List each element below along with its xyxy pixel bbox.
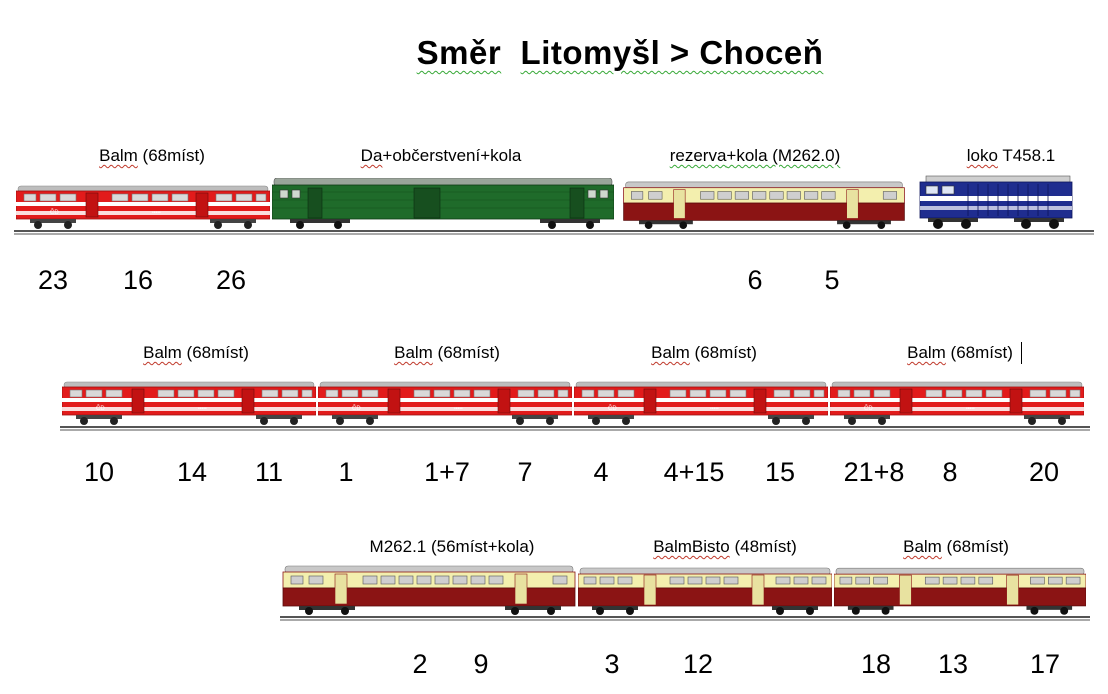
balm-car [830,376,1084,426]
seat-number: 4+15 [663,457,725,487]
seat-number: 13 [937,649,969,679]
car-label-rezerva: rezerva+kola (M262.0) [669,146,841,165]
text-cursor [1021,342,1022,364]
car-label-balm: Balm (68míst) [394,343,500,362]
seat-number: 14 [176,457,208,487]
balm-car [62,376,316,426]
seat-number: 12 [682,649,714,679]
da-car [272,178,614,230]
seat-number: 7 [517,457,533,487]
seat-number: 9 [473,649,489,679]
balmbisto-car [578,566,832,616]
car-label-balm: Balm (68míst) [907,343,1013,362]
seat-number: 1 [338,457,354,487]
car-label-balm-r1: Balm (68míst) [99,146,205,165]
car-label-m262: M262.1 (56míst+kola) [369,537,535,556]
seat-number: 26 [215,265,247,295]
seat-number: 5 [824,265,840,295]
seat-number: 21+8 [843,457,905,487]
seat-number: 1+7 [424,457,470,487]
balm-car-r1 [16,180,270,230]
seat-number: 11 [254,457,284,487]
seat-number: 10 [83,457,115,487]
track-row2 [60,426,1090,432]
motor-car-rezerva [618,180,910,230]
car-label-loko: loko T458.1 [966,146,1056,165]
car-label-balm-r3: Balm (68míst) [903,537,1009,556]
motor-car-m262 [282,564,576,616]
car-label-balm: Balm (68míst) [651,343,757,362]
seat-number: 2 [412,649,428,679]
car-label-balmbisto: BalmBisto (48míst) [653,537,797,556]
seat-number: 4 [593,457,609,487]
seat-number: 17 [1029,649,1061,679]
seat-number: 15 [764,457,796,487]
title-direction-word: Směr [416,34,502,71]
balm-car-cream [834,566,1086,616]
car-label-da: Da+občerstvení+kola [360,146,522,165]
seat-number: 16 [122,265,154,295]
title-route: Litomyšl > Choceň [520,34,824,71]
seat-number: 20 [1028,457,1060,487]
track-row1 [14,230,1094,236]
seat-number: 8 [942,457,958,487]
seat-number: 3 [604,649,620,679]
balm-car [574,376,828,426]
locomotive-t458 [918,172,1074,230]
seat-number: 23 [37,265,69,295]
track-row3 [280,616,1090,622]
balm-car [318,376,572,426]
page-title: Směr Litomyšl > Choceň [0,34,1108,72]
car-label-balm: Balm (68míst) [143,343,249,362]
seat-number: 6 [747,265,763,295]
seat-number: 18 [860,649,892,679]
